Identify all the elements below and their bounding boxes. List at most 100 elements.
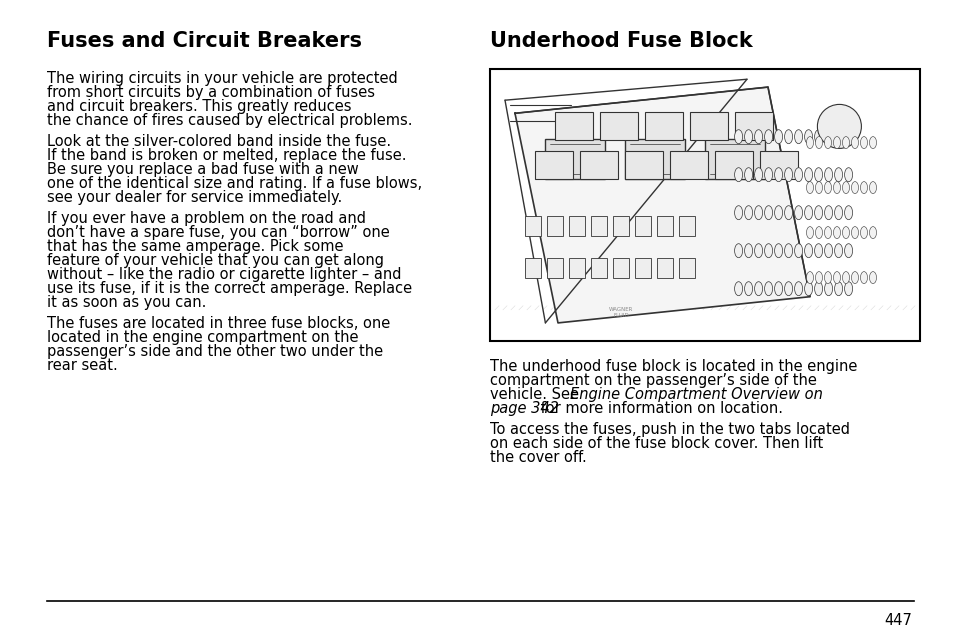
Bar — [568, 216, 584, 237]
Ellipse shape — [783, 244, 792, 258]
Ellipse shape — [754, 282, 761, 296]
Text: rear seat.: rear seat. — [47, 358, 117, 373]
Ellipse shape — [754, 244, 761, 258]
Ellipse shape — [833, 226, 840, 238]
Bar — [613, 216, 628, 237]
Text: one of the identical size and rating. If a fuse blows,: one of the identical size and rating. If… — [47, 176, 421, 191]
Ellipse shape — [814, 282, 821, 296]
Text: vehicle. See: vehicle. See — [490, 387, 583, 402]
Ellipse shape — [841, 272, 848, 284]
Text: Look at the silver-colored band inside the fuse.: Look at the silver-colored band inside t… — [47, 134, 391, 149]
Ellipse shape — [834, 168, 841, 182]
Text: for more information on location.: for more information on location. — [536, 401, 782, 416]
Ellipse shape — [851, 272, 858, 284]
Text: Underhood Fuse Block: Underhood Fuse Block — [490, 31, 752, 51]
Ellipse shape — [734, 282, 741, 296]
Ellipse shape — [783, 130, 792, 144]
Ellipse shape — [763, 244, 772, 258]
Text: WAGNER
FLUID: WAGNER FLUID — [608, 307, 633, 317]
Bar — [734, 111, 772, 139]
Ellipse shape — [763, 282, 772, 296]
Text: To access the fuses, push in the two tabs located: To access the fuses, push in the two tab… — [490, 422, 849, 437]
Ellipse shape — [868, 182, 876, 193]
Ellipse shape — [860, 272, 866, 284]
Bar — [624, 139, 684, 179]
Text: use its fuse, if it is the correct amperage. Replace: use its fuse, if it is the correct amper… — [47, 281, 412, 296]
Bar — [635, 258, 650, 279]
Text: on each side of the fuse block cover. Then lift: on each side of the fuse block cover. Th… — [490, 436, 822, 451]
Ellipse shape — [754, 168, 761, 182]
Ellipse shape — [868, 272, 876, 284]
Text: feature of your vehicle that you can get along: feature of your vehicle that you can get… — [47, 253, 384, 268]
Ellipse shape — [783, 282, 792, 296]
Ellipse shape — [823, 168, 832, 182]
Ellipse shape — [734, 130, 741, 144]
Ellipse shape — [803, 205, 812, 219]
Ellipse shape — [823, 137, 831, 149]
Ellipse shape — [860, 182, 866, 193]
Ellipse shape — [823, 226, 831, 238]
Ellipse shape — [774, 282, 781, 296]
Ellipse shape — [843, 282, 852, 296]
Bar — [524, 216, 540, 237]
Ellipse shape — [744, 168, 752, 182]
Ellipse shape — [803, 168, 812, 182]
Bar — [555, 111, 593, 139]
Ellipse shape — [814, 205, 821, 219]
Ellipse shape — [783, 168, 792, 182]
Bar — [546, 258, 562, 279]
Ellipse shape — [860, 137, 866, 149]
Ellipse shape — [814, 130, 821, 144]
Polygon shape — [515, 87, 809, 323]
Bar — [657, 216, 672, 237]
Text: the chance of fires caused by electrical problems.: the chance of fires caused by electrical… — [47, 113, 412, 128]
Ellipse shape — [843, 205, 852, 219]
Bar — [714, 151, 752, 179]
Text: and circuit breakers. This greatly reduces: and circuit breakers. This greatly reduc… — [47, 99, 351, 114]
Ellipse shape — [794, 244, 801, 258]
Ellipse shape — [834, 244, 841, 258]
Bar — [679, 258, 695, 279]
Text: that has the same amperage. Pick some: that has the same amperage. Pick some — [47, 239, 343, 254]
Ellipse shape — [833, 182, 840, 193]
Bar — [535, 151, 573, 179]
Ellipse shape — [794, 282, 801, 296]
Text: If you ever have a problem on the road and: If you ever have a problem on the road a… — [47, 211, 366, 226]
Ellipse shape — [823, 244, 832, 258]
Ellipse shape — [794, 205, 801, 219]
Bar — [579, 151, 618, 179]
Bar — [546, 216, 562, 237]
Bar — [524, 258, 540, 279]
Text: The wiring circuits in your vehicle are protected: The wiring circuits in your vehicle are … — [47, 71, 397, 86]
Ellipse shape — [843, 244, 852, 258]
Bar — [568, 258, 584, 279]
Ellipse shape — [851, 182, 858, 193]
Ellipse shape — [734, 168, 741, 182]
Ellipse shape — [841, 226, 848, 238]
Bar — [624, 151, 662, 179]
Ellipse shape — [814, 244, 821, 258]
Text: If the band is broken or melted, replace the fuse.: If the band is broken or melted, replace… — [47, 148, 406, 163]
Text: 447: 447 — [883, 613, 911, 628]
Ellipse shape — [744, 244, 752, 258]
Bar — [657, 258, 672, 279]
Bar — [644, 111, 682, 139]
Ellipse shape — [834, 205, 841, 219]
Ellipse shape — [843, 168, 852, 182]
Bar — [544, 139, 604, 179]
Text: Engine Compartment Overview on: Engine Compartment Overview on — [569, 387, 821, 402]
Ellipse shape — [868, 226, 876, 238]
Ellipse shape — [763, 205, 772, 219]
Ellipse shape — [823, 130, 832, 144]
Ellipse shape — [815, 182, 821, 193]
Ellipse shape — [734, 205, 741, 219]
Ellipse shape — [860, 226, 866, 238]
Text: The underhood fuse block is located in the engine: The underhood fuse block is located in t… — [490, 359, 857, 374]
Bar — [689, 111, 727, 139]
Text: see your dealer for service immediately.: see your dealer for service immediately. — [47, 190, 342, 205]
Ellipse shape — [754, 205, 761, 219]
Text: page 342: page 342 — [490, 401, 558, 416]
Ellipse shape — [815, 137, 821, 149]
Bar — [599, 111, 638, 139]
Text: The fuses are located in three fuse blocks, one: The fuses are located in three fuse bloc… — [47, 316, 390, 331]
